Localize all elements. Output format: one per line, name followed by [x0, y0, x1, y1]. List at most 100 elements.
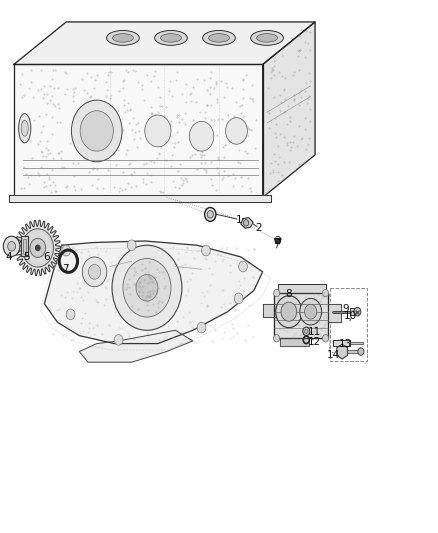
Point [165, 87, 172, 95]
Point [104, 107, 111, 115]
Point [226, 268, 233, 277]
Point [69, 244, 76, 252]
Circle shape [145, 115, 171, 147]
Point [178, 339, 185, 348]
Point [36, 171, 43, 180]
Point [102, 116, 109, 124]
Point [187, 318, 194, 327]
Point [130, 270, 137, 279]
Point [133, 281, 140, 289]
Point [71, 88, 78, 96]
Point [313, 312, 320, 321]
Point [183, 79, 190, 88]
Point [219, 175, 226, 184]
Point [208, 337, 215, 345]
Point [306, 300, 313, 309]
Point [147, 290, 154, 298]
Point [312, 321, 319, 330]
Point [115, 106, 122, 114]
Point [189, 151, 196, 159]
Point [143, 292, 150, 300]
Point [209, 323, 216, 332]
Point [237, 280, 244, 289]
Point [275, 296, 282, 304]
Point [49, 330, 57, 338]
Point [100, 183, 107, 192]
Point [149, 300, 156, 309]
Point [176, 111, 183, 119]
Point [309, 305, 316, 314]
Point [18, 184, 25, 193]
Point [135, 77, 142, 86]
Point [154, 297, 161, 305]
Point [296, 160, 303, 168]
Point [112, 308, 119, 316]
Point [95, 249, 102, 258]
Point [115, 259, 122, 267]
Point [222, 310, 229, 318]
Point [51, 102, 58, 110]
Point [235, 158, 242, 166]
Point [129, 66, 136, 75]
FancyBboxPatch shape [21, 236, 28, 256]
Point [297, 310, 304, 319]
Point [148, 171, 155, 179]
Point [287, 303, 294, 312]
Point [240, 274, 247, 282]
Point [21, 91, 28, 99]
Point [80, 85, 87, 94]
Point [264, 83, 271, 92]
Point [115, 87, 122, 96]
Point [48, 112, 55, 121]
Point [240, 137, 247, 146]
Point [153, 293, 160, 302]
Circle shape [274, 335, 280, 342]
Point [125, 332, 132, 340]
Point [264, 187, 271, 196]
Point [125, 329, 132, 338]
Polygon shape [350, 342, 363, 344]
Point [138, 85, 145, 93]
Point [104, 166, 111, 175]
Point [146, 274, 153, 282]
Circle shape [304, 329, 308, 334]
Point [225, 172, 232, 180]
Point [48, 130, 55, 138]
Circle shape [8, 241, 15, 251]
Point [69, 96, 76, 105]
Point [93, 321, 100, 329]
Point [302, 79, 309, 87]
Point [298, 330, 305, 338]
Point [187, 274, 194, 283]
Circle shape [281, 302, 297, 321]
Point [46, 175, 53, 183]
Point [170, 243, 177, 251]
Point [281, 326, 288, 334]
Point [163, 332, 170, 340]
Point [189, 322, 196, 331]
Point [49, 177, 56, 186]
Polygon shape [337, 344, 347, 359]
Point [81, 278, 88, 287]
Point [39, 93, 46, 102]
Point [322, 311, 329, 320]
Point [246, 125, 253, 134]
Point [277, 106, 284, 114]
Point [120, 76, 127, 84]
Point [130, 335, 137, 343]
Point [156, 187, 163, 195]
Point [304, 38, 311, 47]
Point [285, 304, 292, 312]
Point [295, 88, 302, 97]
Point [321, 323, 328, 332]
Point [136, 282, 143, 291]
Point [37, 147, 44, 155]
Point [148, 77, 155, 85]
Point [208, 174, 215, 183]
Circle shape [136, 274, 158, 301]
Point [165, 317, 172, 325]
Point [184, 243, 191, 252]
Polygon shape [347, 350, 359, 353]
Point [153, 289, 160, 297]
Point [194, 146, 201, 155]
